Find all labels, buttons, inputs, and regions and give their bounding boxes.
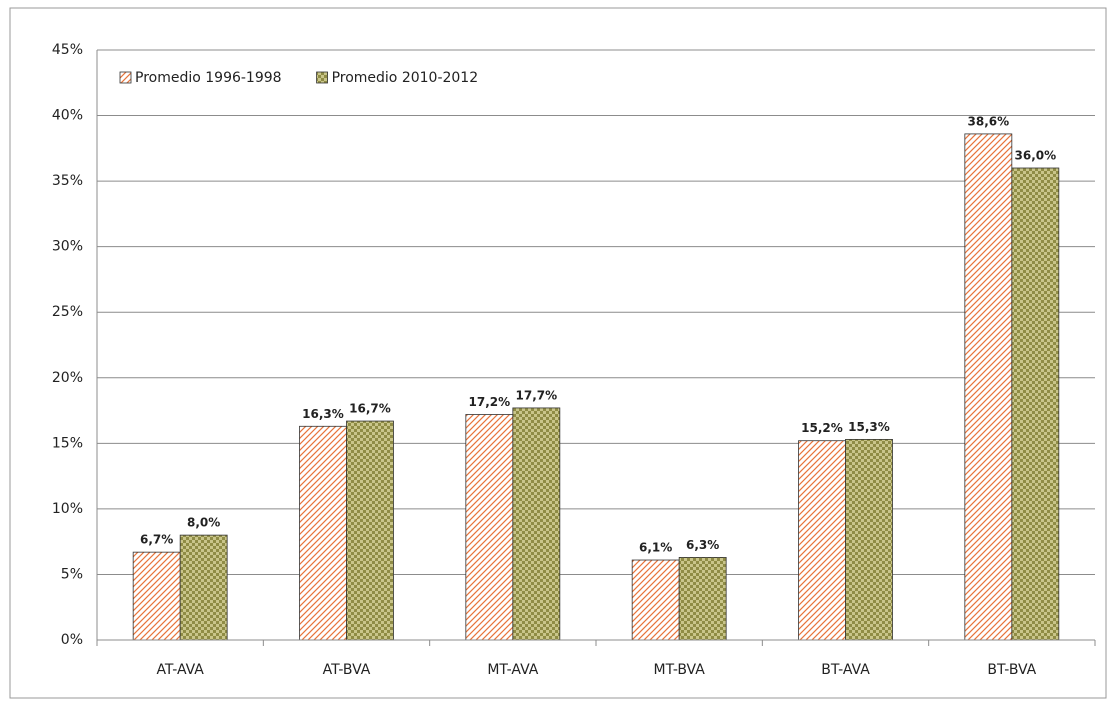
y-tick-label: 40% — [52, 108, 83, 124]
bar — [631, 559, 680, 641]
bar — [179, 534, 228, 641]
bar — [678, 557, 727, 641]
y-tick-label: 25% — [52, 304, 83, 320]
bar — [299, 425, 347, 641]
y-tick-label: 30% — [52, 239, 83, 255]
x-tick-label: BT-AVA — [821, 662, 870, 678]
y-tick-label: 20% — [52, 370, 83, 386]
y-tick-label: 10% — [52, 501, 83, 517]
bar — [346, 420, 394, 641]
x-tick-label: MT-BVA — [653, 662, 705, 678]
bar — [798, 440, 846, 641]
value-label: 16,7% — [349, 402, 391, 416]
value-label: 15,2% — [801, 421, 843, 435]
bar — [1011, 167, 1060, 641]
bar — [465, 414, 514, 641]
value-label: 36,0% — [1015, 149, 1057, 163]
bar — [132, 551, 181, 641]
x-tick-label: AT-BVA — [323, 662, 371, 678]
bar — [845, 438, 893, 641]
legend-label: Promedio 2010-2012 — [332, 70, 479, 86]
value-label: 6,7% — [140, 533, 173, 547]
x-tick-label: MT-AVA — [487, 662, 538, 678]
legend-label: Promedio 1996-1998 — [135, 70, 282, 86]
x-tick-label: BT-BVA — [987, 662, 1036, 678]
value-label: 8,0% — [187, 516, 220, 530]
bar — [512, 407, 561, 641]
value-label: 6,3% — [686, 538, 719, 552]
y-tick-label: 35% — [52, 173, 83, 189]
value-label: 17,2% — [469, 395, 511, 409]
value-label: 38,6% — [968, 114, 1010, 128]
y-tick-label: 0% — [61, 632, 83, 648]
bar — [964, 133, 1013, 641]
y-tick-label: 45% — [52, 42, 83, 58]
y-tick-label: 15% — [52, 435, 83, 451]
legend-swatch — [119, 71, 132, 84]
value-label: 16,3% — [302, 407, 344, 421]
y-tick-label: 5% — [61, 566, 83, 582]
value-label: 17,7% — [516, 388, 558, 402]
value-label: 15,3% — [848, 420, 890, 434]
legend-swatch — [316, 71, 328, 84]
value-label: 6,1% — [639, 541, 672, 555]
x-tick-label: AT-AVA — [156, 662, 204, 678]
